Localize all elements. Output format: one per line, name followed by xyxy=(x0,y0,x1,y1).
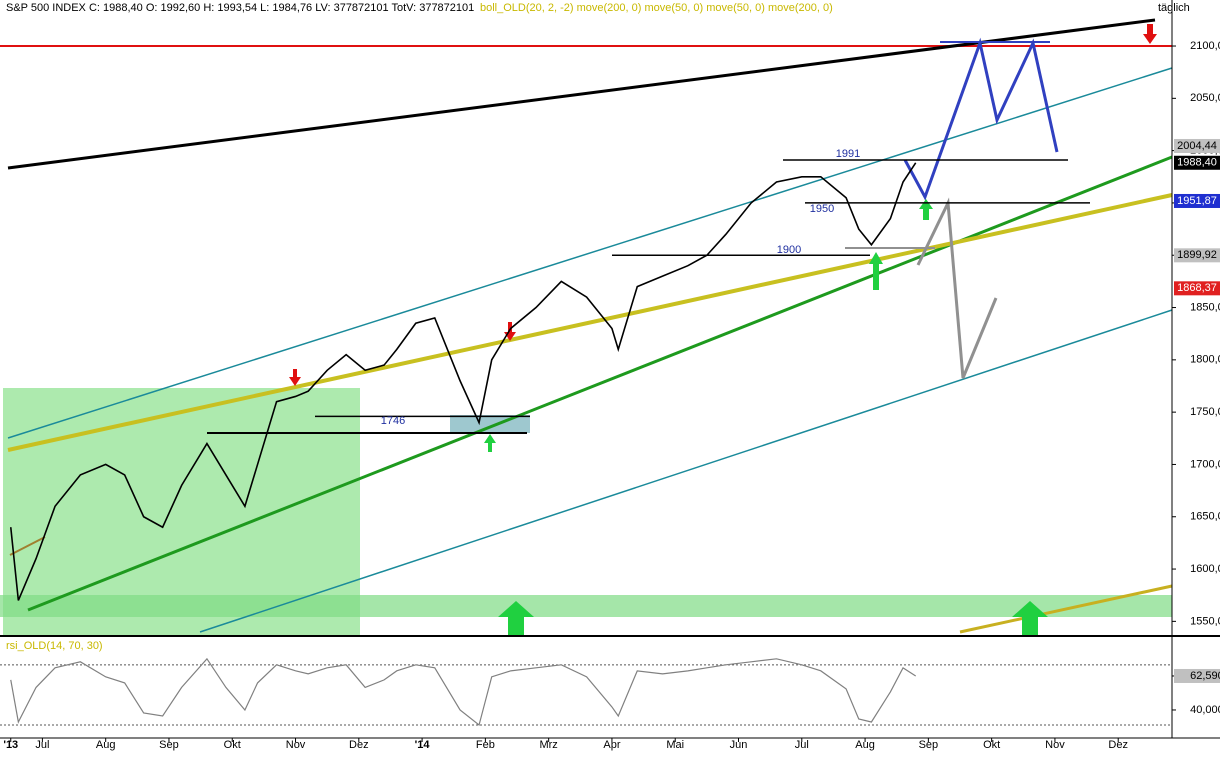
x-tick-label: Okt xyxy=(983,739,1000,751)
x-tick-label: '14 xyxy=(415,739,431,751)
chart-title: S&P 500 INDEX C: 1988,40 O: 1992,60 H: 1… xyxy=(6,2,474,14)
y-tick-label: 1750,00 xyxy=(1190,406,1220,418)
y-tick-label: 62,5905 xyxy=(1190,670,1220,682)
channel-upper xyxy=(7,67,1173,439)
x-tick-label: Jun xyxy=(730,739,748,751)
ma-line xyxy=(959,584,1173,634)
price-line xyxy=(9,162,917,601)
y-tick-label: 1800,00 xyxy=(1190,354,1220,366)
indicator-label: boll_OLD(20, 2, -2) move(200, 0) move(50… xyxy=(480,2,833,14)
price-tag-label: 1868,37 xyxy=(1177,282,1217,294)
x-tick-label: Nov xyxy=(1045,739,1065,751)
price-tag xyxy=(1174,248,1220,263)
price-tag-label: 1951,87 xyxy=(1177,195,1217,207)
value-tag xyxy=(1174,668,1220,683)
projection xyxy=(903,37,1059,201)
ma-line xyxy=(7,193,1173,452)
arrows-up xyxy=(484,199,1048,636)
zone-small xyxy=(450,415,530,433)
price-tag xyxy=(1174,155,1220,170)
price-tag xyxy=(1174,138,1220,153)
projection-alt xyxy=(916,197,998,379)
y-tick-label: 1700,00 xyxy=(1190,458,1220,470)
x-tick-label: Sep xyxy=(919,739,939,751)
price-line xyxy=(10,657,917,727)
x-tick-label: Nov xyxy=(286,739,306,751)
price-tag xyxy=(1174,281,1220,296)
y-tick-label: 2100,00 xyxy=(1190,40,1220,52)
y-tick-label: 2050,00 xyxy=(1190,92,1220,104)
level-label: 1991 xyxy=(836,148,860,160)
support-line xyxy=(27,155,1173,612)
trendline xyxy=(7,18,1156,170)
arrows-down xyxy=(289,24,1157,386)
price-tag-label: 1988,40 xyxy=(1177,157,1217,169)
x-tick-label: Aug xyxy=(855,739,875,751)
level-label: 1900 xyxy=(777,244,801,256)
channel-lower xyxy=(199,309,1173,633)
x-tick-label: Dez xyxy=(1108,739,1128,751)
zone-band xyxy=(0,595,1172,617)
x-tick-label: Feb xyxy=(476,739,495,751)
price-tag xyxy=(1174,193,1220,208)
x-tick-label: '13 xyxy=(3,739,18,751)
x-tick-label: Dez xyxy=(349,739,369,751)
y-tick-label: 1550,00 xyxy=(1190,615,1220,627)
zone xyxy=(3,388,360,636)
ma-line xyxy=(9,536,46,556)
level-label: 1950 xyxy=(810,203,834,215)
x-tick-label: Mrz xyxy=(539,739,557,751)
y-tick-label: 1850,00 xyxy=(1190,301,1220,313)
rsi-title: rsi_OLD(14, 70, 30) xyxy=(6,640,103,652)
x-tick-label: Sep xyxy=(159,739,179,751)
y-tick-label: 1650,00 xyxy=(1190,511,1220,523)
corner-label: täglich xyxy=(1158,2,1190,14)
x-tick-label: Mai xyxy=(666,739,684,751)
x-tick-label: Jul xyxy=(35,739,49,751)
y-tick-label: 40,0000 xyxy=(1190,704,1220,716)
y-tick-label: 1600,00 xyxy=(1190,563,1220,575)
x-tick-label: Jul xyxy=(795,739,809,751)
level-label: 1746 xyxy=(381,415,405,427)
x-tick-label: Apr xyxy=(603,739,620,751)
x-tick-label: Okt xyxy=(224,739,241,751)
price-tag-label: 1899,92 xyxy=(1177,249,1217,261)
price-tag-label: 2004,44 xyxy=(1177,140,1217,152)
x-tick-label: Aug xyxy=(96,739,116,751)
